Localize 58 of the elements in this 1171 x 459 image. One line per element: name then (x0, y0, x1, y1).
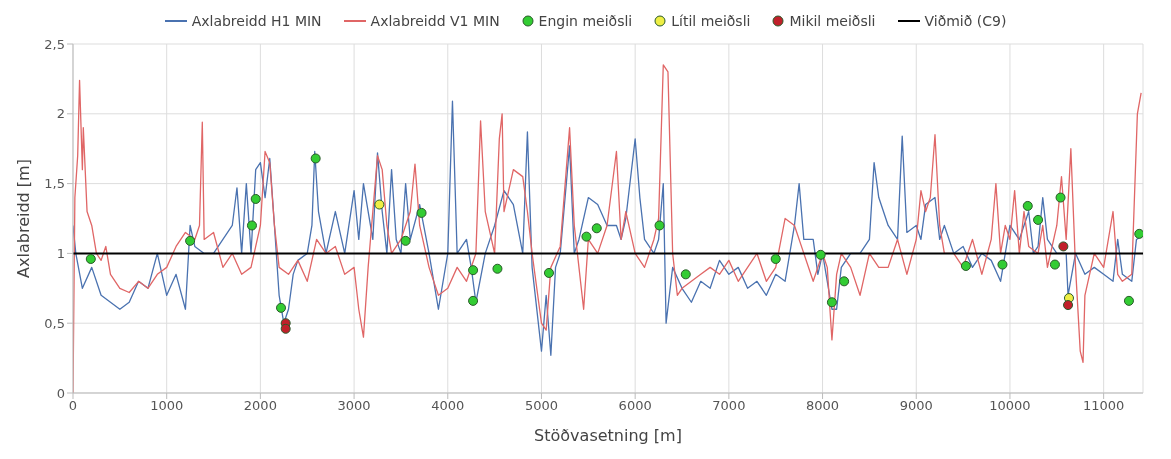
x-tick-label: 4000 (431, 398, 465, 414)
point (1055, 192, 1066, 203)
x-tick-label: 7000 (712, 398, 746, 414)
point (1033, 214, 1044, 225)
legend-label: Viðmið (C9) (924, 13, 1007, 29)
y-tick-label: 1,5 (44, 176, 65, 192)
point (1058, 241, 1069, 252)
legend-label: Lítil meiðsli (671, 13, 751, 29)
point (280, 323, 291, 334)
point (591, 223, 602, 234)
x-tick-label: 1000 (150, 398, 184, 414)
point (680, 269, 691, 280)
point (85, 253, 96, 264)
legend-label: Engin meiðsli (538, 13, 633, 29)
point (815, 249, 826, 260)
point (275, 302, 287, 313)
y-tick-label: 1 (56, 246, 65, 262)
y-tick-label: 2,5 (44, 36, 65, 52)
point (1022, 200, 1033, 211)
x-tick-label: 11000 (1082, 398, 1125, 414)
point (1134, 228, 1143, 239)
point (770, 253, 781, 264)
x-tick-label: 6000 (618, 398, 652, 414)
point (185, 235, 196, 246)
y-tick-label: 0 (56, 385, 65, 401)
x-axis-title: Stöðvasetning [m] (534, 426, 682, 445)
x-tick-label: 2000 (243, 398, 277, 414)
point (997, 259, 1008, 270)
x-tick-label: 0 (68, 398, 78, 414)
point (468, 295, 479, 306)
point (250, 193, 261, 204)
point (581, 231, 592, 242)
legend-label: Axlabreidd V1 MIN (370, 13, 500, 29)
point (400, 235, 411, 246)
point (374, 199, 385, 210)
point (1049, 259, 1060, 270)
x-tick-label: 5000 (524, 398, 559, 414)
y-axis-title: Axlabreidd [m] (13, 159, 33, 278)
point (492, 263, 503, 274)
x-tick-label: 3000 (337, 398, 371, 414)
y-tick-label: 2 (56, 106, 65, 122)
point (960, 260, 971, 271)
point (416, 207, 427, 218)
point (826, 297, 837, 308)
point (654, 220, 665, 231)
x-tick-label: 9000 (899, 398, 933, 414)
point (468, 265, 479, 276)
y-tick-label: 0,5 (44, 315, 65, 331)
point (1123, 295, 1134, 306)
legend-label: Mikil meiðsli (789, 13, 876, 29)
point (1063, 300, 1074, 311)
point (543, 267, 554, 278)
point (310, 153, 321, 164)
x-tick-label: 10000 (989, 398, 1031, 414)
point (839, 276, 850, 287)
point (246, 220, 257, 231)
legend-label: Axlabreidd H1 MIN (191, 13, 322, 29)
x-tick-label: 8000 (806, 398, 840, 414)
